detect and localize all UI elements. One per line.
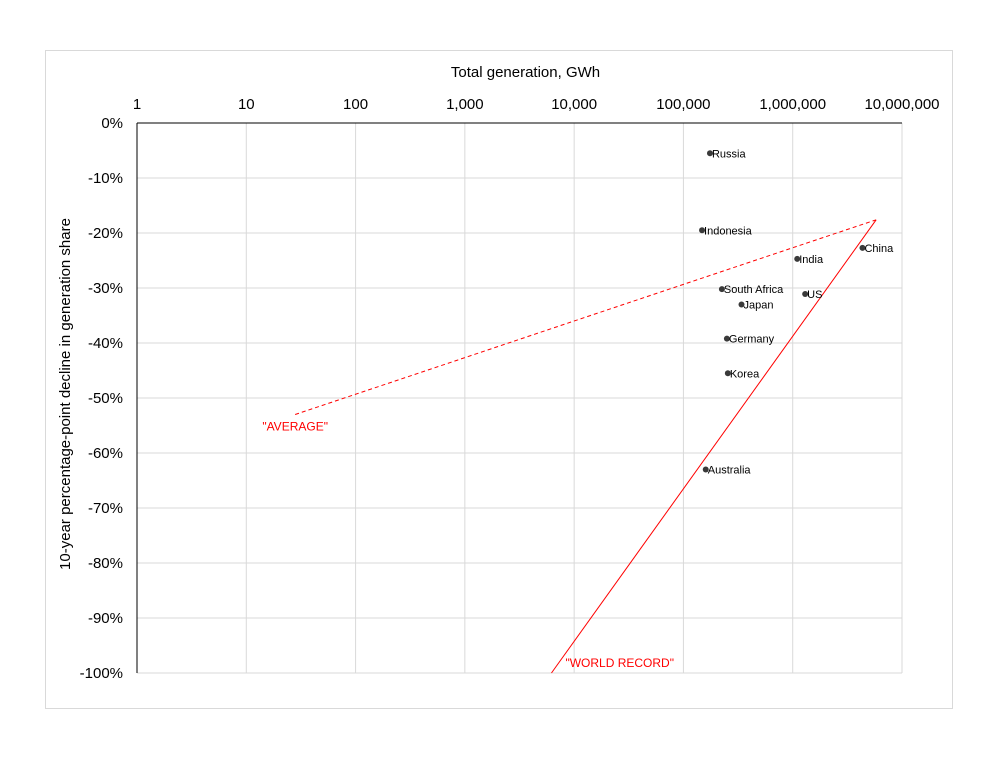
data-point-label: Russia <box>712 148 747 160</box>
y-tick-label: 0% <box>101 115 123 132</box>
world-record-label: "WORLD RECORD" <box>565 656 674 670</box>
y-tick-label: -100% <box>80 665 123 682</box>
data-point <box>706 150 713 157</box>
x-tick-label: 10,000 <box>551 96 597 113</box>
x-tick-label: 1 <box>133 96 141 113</box>
data-point <box>794 255 801 262</box>
data-point-label: India <box>799 254 824 266</box>
y-tick-label: -70% <box>88 500 123 517</box>
y-tick-label: -10% <box>88 170 123 187</box>
x-tick-label: 1,000 <box>446 96 484 113</box>
grid-layer <box>137 123 903 674</box>
average-line <box>294 219 877 415</box>
y-tick-label: -60% <box>88 445 123 462</box>
x-axis-title: Total generation, GWh <box>451 64 600 81</box>
x-tick-label: 1,000,000 <box>759 96 826 113</box>
data-point <box>724 370 731 377</box>
y-tick-label: -50% <box>88 390 123 407</box>
data-point-label: Japan <box>744 300 774 312</box>
points-layer: Russia Indonesia China India South Africa US J… <box>699 148 894 477</box>
x-tick-label: 100 <box>343 96 368 113</box>
chart-frame <box>45 50 953 709</box>
average-label: "AVERAGE" <box>262 420 328 434</box>
data-point-label: South Africa <box>724 284 784 296</box>
data-point-label: US <box>807 289 822 301</box>
y-tick-label: -80% <box>88 555 123 572</box>
data-point <box>859 244 866 251</box>
data-point-label: Germany <box>729 334 775 346</box>
world-record-line <box>551 219 877 674</box>
reference-lines-layer: "AVERAGE" "WORLD RECORD" <box>262 219 877 674</box>
data-point <box>699 227 706 234</box>
data-point-label: Indonesia <box>704 225 753 237</box>
y-tick-label: -30% <box>88 280 123 297</box>
data-point-label: Australia <box>708 465 752 477</box>
data-point <box>702 466 709 473</box>
data-point <box>738 301 745 308</box>
data-point <box>802 291 809 298</box>
axis-layer: 1 10 100 1,000 10,000 100,000 1,000,000 10,000,… <box>80 96 940 682</box>
x-tick-label: 10,000,000 <box>864 96 939 113</box>
y-axis-title: 10-year percentage-point decline in gene… <box>57 218 74 570</box>
data-point <box>723 335 730 342</box>
y-tick-label: -40% <box>88 335 123 352</box>
data-point-label: China <box>864 243 894 255</box>
data-point-label: Korea <box>730 368 760 380</box>
data-point <box>718 286 725 293</box>
y-tick-label: -20% <box>88 225 123 242</box>
x-tick-label: 10 <box>238 96 255 113</box>
x-tick-label: 100,000 <box>656 96 710 113</box>
y-tick-label: -90% <box>88 610 123 627</box>
